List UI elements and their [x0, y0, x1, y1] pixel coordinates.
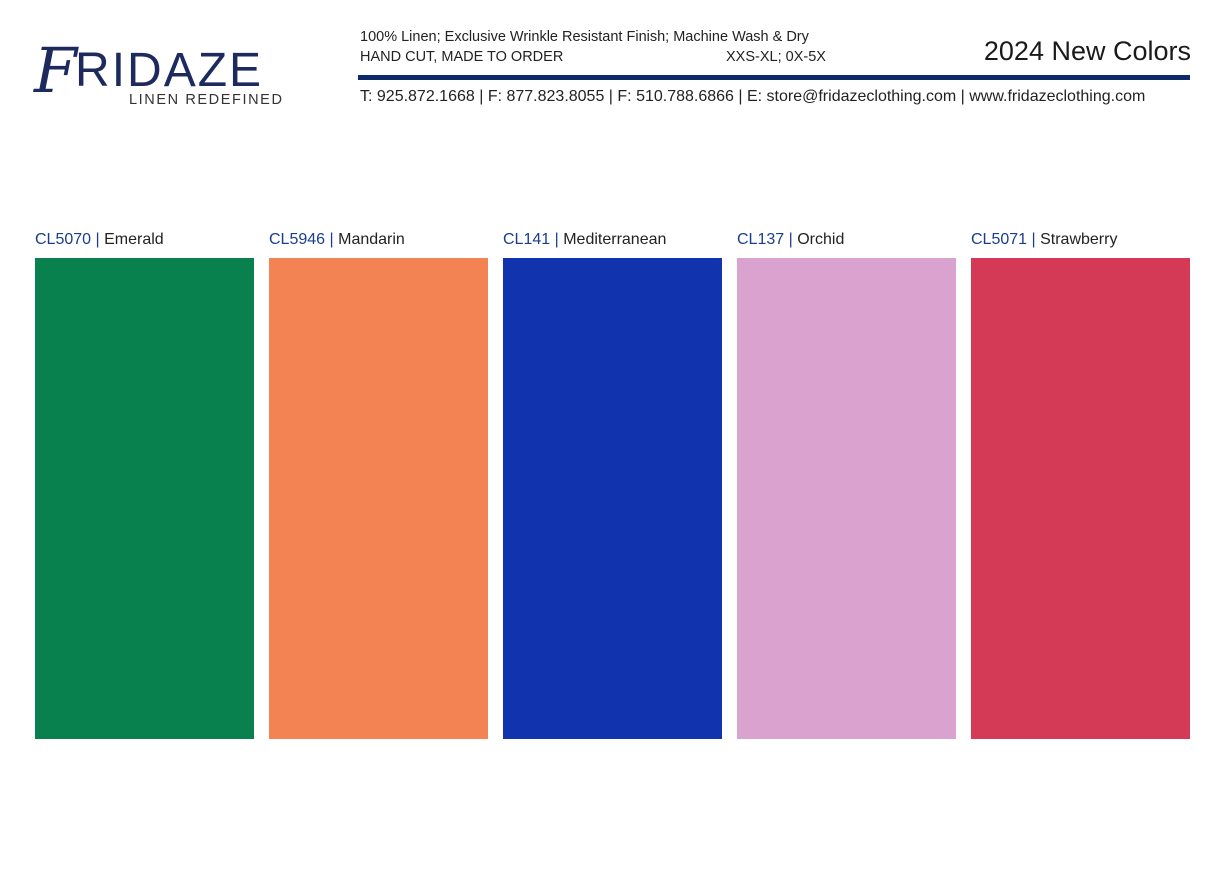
color-code: CL5071 [971, 231, 1028, 248]
swatch-label: CL5070 | Emerald [35, 231, 254, 258]
separator: | [95, 231, 100, 248]
logo-tagline: LINEN REDEFINED [129, 92, 284, 108]
swatch-label: CL5071 | Strawberry [971, 231, 1190, 258]
color-swatch-strawberry: CL5071 | Strawberry [971, 231, 1190, 739]
page-title: 2024 New Colors [983, 36, 1191, 66]
color-name: Orchid [797, 231, 845, 248]
color-code: CL141 [503, 231, 551, 248]
production-info: HAND CUT, MADE TO ORDER [360, 49, 564, 65]
color-name: Mandarin [338, 231, 405, 248]
color-name: Mediterranean [563, 231, 667, 248]
separator: | [788, 231, 793, 248]
color-code: CL5946 [269, 231, 326, 248]
swatch-label: CL5946 | Mandarin [269, 231, 488, 258]
color-name: Emerald [104, 231, 164, 248]
swatch-color-block [971, 258, 1190, 739]
swatch-label: CL137 | Orchid [737, 231, 956, 258]
color-swatch-mediterranean: CL141 | Mediterranean [503, 231, 722, 739]
product-info: 100% Linen; Exclusive Wrinkle Resistant … [360, 29, 809, 45]
separator: | [554, 231, 559, 248]
swatch-color-block [269, 258, 488, 739]
size-range: XXS-XL; 0X-5X [726, 49, 826, 65]
color-swatch-mandarin: CL5946 | Mandarin [269, 231, 488, 739]
color-code: CL5070 [35, 231, 92, 248]
swatch-color-block [503, 258, 722, 739]
color-swatch-orchid: CL137 | Orchid [737, 231, 956, 739]
swatch-color-block [35, 258, 254, 739]
contact-info: T: 925.872.1668 | F: 877.823.8055 | F: 5… [360, 88, 1146, 105]
swatch-color-block [737, 258, 956, 739]
header-divider [358, 75, 1190, 80]
color-name: Strawberry [1040, 231, 1118, 248]
swatch-label: CL141 | Mediterranean [503, 231, 722, 258]
logo-wordmark: FRIDAZE [34, 34, 264, 107]
separator: | [1031, 231, 1036, 248]
brand-logo: FRIDAZE LINEN REDEFINED [34, 28, 304, 112]
color-code: CL137 [737, 231, 785, 248]
separator: | [329, 231, 334, 248]
color-swatch-emerald: CL5070 | Emerald [35, 231, 254, 739]
